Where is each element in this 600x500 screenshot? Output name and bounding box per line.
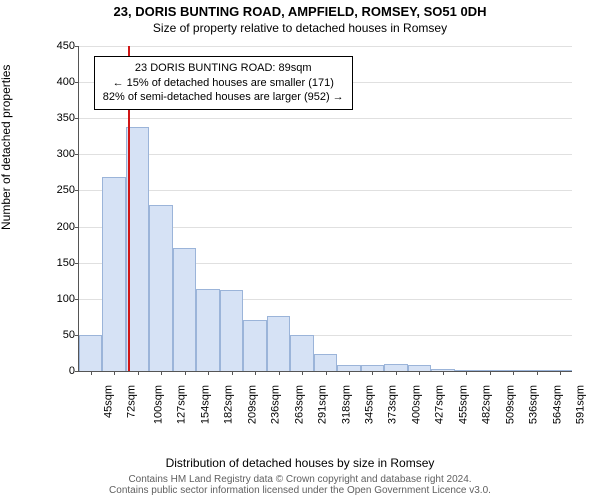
x-tick-label: 72sqm — [126, 383, 138, 418]
bar — [149, 205, 172, 371]
x-tick-label: 427sqm — [434, 383, 446, 424]
y-tick-mark — [75, 227, 79, 228]
x-tick-label: 318sqm — [340, 383, 352, 424]
bar — [267, 316, 290, 371]
x-tick-label: 536sqm — [528, 383, 540, 424]
y-tick-mark — [75, 118, 79, 119]
x-tick-mark — [91, 371, 92, 375]
info-box-line1: 23 DORIS BUNTING ROAD: 89sqm — [103, 61, 344, 76]
x-tick-mark — [138, 371, 139, 375]
x-tick-mark — [466, 371, 467, 375]
bar — [314, 354, 337, 371]
x-tick-mark — [513, 371, 514, 375]
x-tick-mark — [490, 371, 491, 375]
chart-container: 05010015020025030035040045045sqm72sqm100… — [46, 40, 580, 428]
y-tick-mark — [75, 299, 79, 300]
x-tick-mark — [255, 371, 256, 375]
x-axis-label: Distribution of detached houses by size … — [0, 456, 600, 470]
x-tick-mark — [349, 371, 350, 375]
y-tick-mark — [75, 263, 79, 264]
x-tick-label: 182sqm — [223, 383, 235, 424]
x-tick-label: 482sqm — [481, 383, 493, 424]
y-tick-mark — [75, 190, 79, 191]
x-tick-mark — [114, 371, 115, 375]
info-box-line3: 82% of semi-detached houses are larger (… — [103, 90, 344, 105]
info-box: 23 DORIS BUNTING ROAD: 89sqm ← 15% of de… — [94, 56, 353, 111]
x-tick-mark — [208, 371, 209, 375]
x-tick-mark — [419, 371, 420, 375]
x-tick-mark — [396, 371, 397, 375]
x-tick-label: 127sqm — [176, 383, 188, 424]
page-title: 23, DORIS BUNTING ROAD, AMPFIELD, ROMSEY… — [0, 4, 600, 19]
x-tick-label: 100sqm — [152, 383, 164, 424]
x-tick-label: 345sqm — [364, 383, 376, 424]
x-tick-mark — [326, 371, 327, 375]
footer-line2: Contains public sector information licen… — [0, 485, 600, 496]
y-axis-label: Number of detached properties — [0, 65, 13, 230]
x-tick-label: 45sqm — [102, 383, 114, 418]
x-tick-label: 455sqm — [457, 383, 469, 424]
x-tick-label: 154sqm — [199, 383, 211, 424]
title-block: 23, DORIS BUNTING ROAD, AMPFIELD, ROMSEY… — [0, 0, 600, 35]
x-tick-mark — [279, 371, 280, 375]
gridline — [79, 154, 572, 155]
x-tick-label: 209sqm — [246, 383, 258, 424]
x-tick-mark — [185, 371, 186, 375]
info-box-line2: ← 15% of detached houses are smaller (17… — [103, 76, 344, 91]
bar — [102, 177, 125, 371]
x-tick-mark — [372, 371, 373, 375]
bar — [290, 335, 313, 371]
gridline — [79, 118, 572, 119]
y-tick-mark — [75, 154, 79, 155]
bar — [173, 248, 196, 371]
x-tick-label: 291sqm — [317, 383, 329, 424]
x-tick-label: 591sqm — [575, 383, 587, 424]
footer: Contains HM Land Registry data © Crown c… — [0, 474, 600, 496]
x-tick-label: 400sqm — [410, 383, 422, 424]
y-tick-mark — [75, 82, 79, 83]
gridline — [79, 46, 572, 47]
bar — [196, 289, 219, 371]
x-tick-label: 236sqm — [270, 383, 282, 424]
x-tick-label: 263sqm — [293, 383, 305, 424]
y-tick-mark — [75, 371, 79, 372]
bar — [220, 290, 243, 371]
x-tick-label: 564sqm — [551, 383, 563, 424]
x-tick-mark — [161, 371, 162, 375]
plot-area: 05010015020025030035040045045sqm72sqm100… — [78, 46, 572, 372]
footer-line1: Contains HM Land Registry data © Crown c… — [0, 474, 600, 485]
x-tick-mark — [232, 371, 233, 375]
x-tick-mark — [560, 371, 561, 375]
bar — [243, 320, 266, 371]
x-tick-mark — [443, 371, 444, 375]
x-tick-label: 509sqm — [504, 383, 516, 424]
x-tick-mark — [537, 371, 538, 375]
bar — [79, 335, 102, 371]
gridline — [79, 190, 572, 191]
x-tick-label: 373sqm — [387, 383, 399, 424]
y-tick-mark — [75, 46, 79, 47]
bar — [384, 364, 407, 371]
page-subtitle: Size of property relative to detached ho… — [0, 21, 600, 35]
x-tick-mark — [302, 371, 303, 375]
